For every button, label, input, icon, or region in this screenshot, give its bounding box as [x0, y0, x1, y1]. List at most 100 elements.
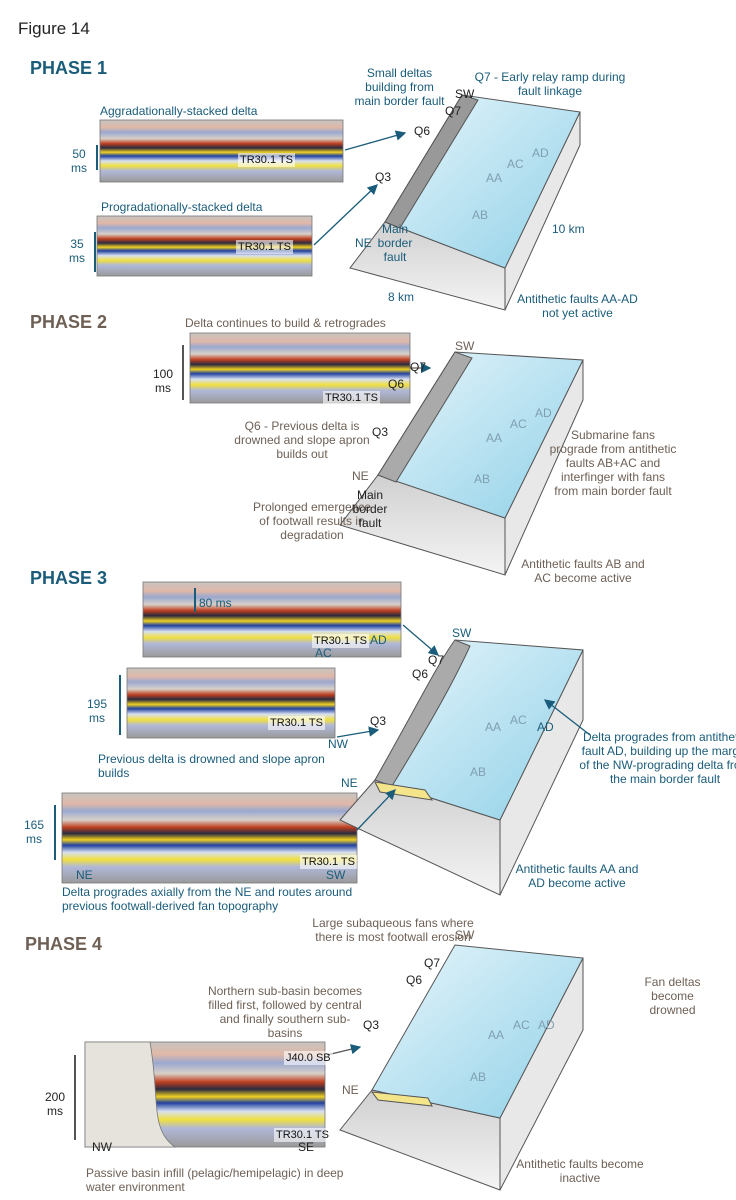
direction-label: SW	[455, 928, 475, 942]
fault-label: AD	[538, 1018, 555, 1032]
annotation: Small deltas building from main border f…	[354, 66, 445, 108]
horizon-label: TR30.1 TS	[274, 1128, 331, 1142]
fault-label: AA	[486, 431, 503, 445]
annotation: Prolonged emergence of footwall results …	[252, 500, 372, 542]
shape	[377, 351, 473, 483]
horizon-label: TR30.1 TS	[323, 391, 380, 405]
sequence-label: Q7	[445, 104, 462, 118]
phase-title: PHASE 4	[25, 934, 103, 954]
annotation: Submarine fans prograde from antithetic …	[549, 428, 677, 498]
fault-label: AA	[488, 1028, 505, 1042]
direction-label: NW	[92, 1140, 112, 1154]
annotation: Main border fault	[377, 222, 413, 264]
scale-label: 50 ms	[71, 147, 87, 175]
direction-label: NW	[328, 737, 348, 751]
shape	[374, 781, 434, 801]
block-diagram	[339, 351, 584, 576]
fault-label: AB	[472, 208, 489, 222]
sequence-label: Q3	[372, 425, 389, 439]
seismic-caption: Previous delta is drowned and slope apro…	[98, 752, 325, 780]
shape	[371, 944, 584, 1119]
annotation: Large subaqueous fans where there is mos…	[312, 916, 474, 944]
fault-label: AC	[513, 1018, 530, 1032]
shape	[384, 94, 479, 229]
direction-label: NE	[352, 469, 369, 483]
sequence-label: Q3	[375, 170, 392, 184]
seismic-panel	[99, 119, 344, 183]
fault-label: AC	[315, 646, 332, 660]
seismic-caption: Passive basin infill (pelagic/hemipelagi…	[86, 1166, 344, 1194]
arrow	[336, 726, 380, 738]
scale-label: 165 ms	[23, 818, 45, 846]
annotation: Antithetic faults AB and AC become activ…	[521, 557, 645, 585]
fault-label: AC	[507, 157, 524, 171]
seismic-caption: Aggradationally-stacked delta	[100, 104, 258, 118]
fault-label: AD	[535, 406, 552, 420]
basin-margin	[84, 1041, 177, 1148]
horizon-label: TR30.1 TS	[236, 240, 293, 254]
horizon-label: TR30.1 TS	[300, 855, 357, 869]
direction-label: SW	[452, 626, 472, 640]
direction-label: SE	[298, 1140, 315, 1154]
phase-title: PHASE 3	[30, 568, 108, 588]
scale-bars	[54, 145, 196, 1140]
fault-label: AD	[537, 720, 554, 734]
direction-label: SW	[326, 868, 346, 882]
fault-label: AC	[510, 713, 527, 727]
fault-label: AA	[485, 720, 502, 734]
block-diagram	[339, 944, 584, 1191]
arrow	[344, 130, 407, 151]
horizon-label: TR30.1 TS	[268, 716, 325, 730]
direction-label: NE	[355, 236, 372, 250]
arrow	[356, 789, 396, 831]
annotation: Antithetic faults become inactive	[516, 1157, 644, 1185]
sequence-label: Q6	[388, 377, 405, 391]
sequence-label: Q3	[370, 714, 387, 728]
direction-label: SW	[455, 339, 475, 353]
fault-label: AB	[470, 765, 487, 779]
fault-label: AD	[532, 146, 549, 160]
direction-label: NE	[342, 1083, 359, 1097]
sequence-label: Q7	[428, 653, 445, 667]
fault-label: AB	[474, 472, 491, 486]
fault-label: AA	[486, 171, 503, 185]
phase-title: PHASE 2	[30, 312, 108, 332]
sequence-label: Q6	[412, 667, 429, 681]
fault-label: AB	[470, 1070, 487, 1084]
figure-label: Figure 14	[18, 19, 90, 38]
scale-label: 100 ms	[152, 367, 174, 395]
fault-label: AD	[370, 633, 387, 647]
direction-label: SW	[455, 87, 475, 101]
annotation: Main border fault	[352, 488, 388, 530]
horizon-label: TR30.1 TS	[238, 153, 295, 167]
arrow	[543, 699, 591, 736]
seismic-panel	[61, 792, 358, 884]
arrow	[313, 184, 378, 246]
annotation: Q7 - Early relay ramp during fault linka…	[474, 70, 626, 98]
shape	[374, 639, 471, 787]
sequence-label: Q6	[406, 973, 423, 987]
arrows	[313, 130, 591, 1056]
direction-label: NE	[76, 868, 93, 882]
sequence-label: Q6	[414, 124, 431, 138]
annotation: Delta progrades from antithetic fault AD…	[579, 730, 736, 786]
seismic-caption: Progradationally-stacked delta	[101, 200, 263, 214]
horizon-label: J40.0 SB	[284, 1051, 333, 1065]
annotation: Antithetic faults AA-AD not yet active	[517, 292, 638, 320]
seismic-caption: Delta continues to build & retrogrades	[185, 316, 386, 330]
horizon-label: TR30.1 TS	[312, 634, 369, 648]
phase-title: PHASE 1	[30, 58, 108, 78]
dimension-label: 8 km	[388, 290, 415, 304]
arrow	[402, 624, 439, 656]
annotation: Fan deltas become drowned	[644, 975, 701, 1017]
annotation: Northern sub-basin becomes filled first,…	[207, 984, 363, 1040]
block-diagram	[339, 639, 584, 896]
sequence-label: Q3	[363, 1018, 380, 1032]
scale-label: 200 ms	[44, 1090, 66, 1118]
scale-label: 35 ms	[69, 237, 85, 265]
dimension-label: 10 km	[552, 222, 585, 236]
scale-label: 80 ms	[199, 596, 232, 610]
sequence-label: Q7	[410, 360, 427, 374]
fault-label: AC	[510, 417, 527, 431]
